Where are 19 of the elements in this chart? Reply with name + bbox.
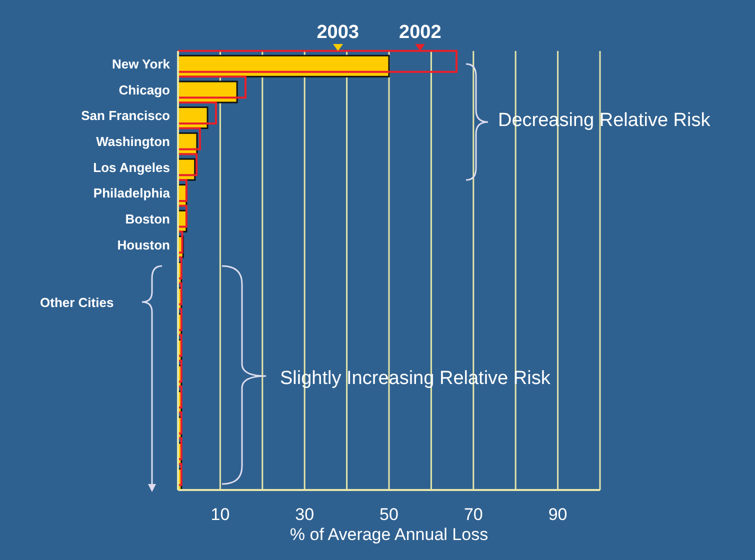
y-tick-label: Washington [96, 134, 170, 149]
y-tick-label: Boston [125, 211, 170, 226]
x-tick-label: 50 [380, 505, 398, 524]
y-tick-label: Los Angeles [93, 160, 170, 175]
bar [178, 76, 247, 99]
series-label: 2002 [399, 22, 442, 44]
bar [178, 50, 458, 73]
x-tick-label: 30 [295, 505, 314, 524]
x-axis-title: % of Average Annual Loss [290, 525, 488, 544]
x-tick-label: 10 [210, 505, 230, 524]
y-tick-label: Chicago [118, 82, 170, 98]
series-label: 2003 [316, 22, 359, 44]
y-tick-label: New York [112, 56, 171, 72]
x-tick-label: 70 [464, 505, 483, 524]
y-tick-label: Philadelphia [93, 186, 171, 201]
y-tick-label: Houston [117, 237, 170, 252]
x-tick-label: 90 [548, 505, 568, 524]
text: Other Cities [40, 295, 114, 310]
y-tick-label: San Francisco [81, 108, 170, 124]
